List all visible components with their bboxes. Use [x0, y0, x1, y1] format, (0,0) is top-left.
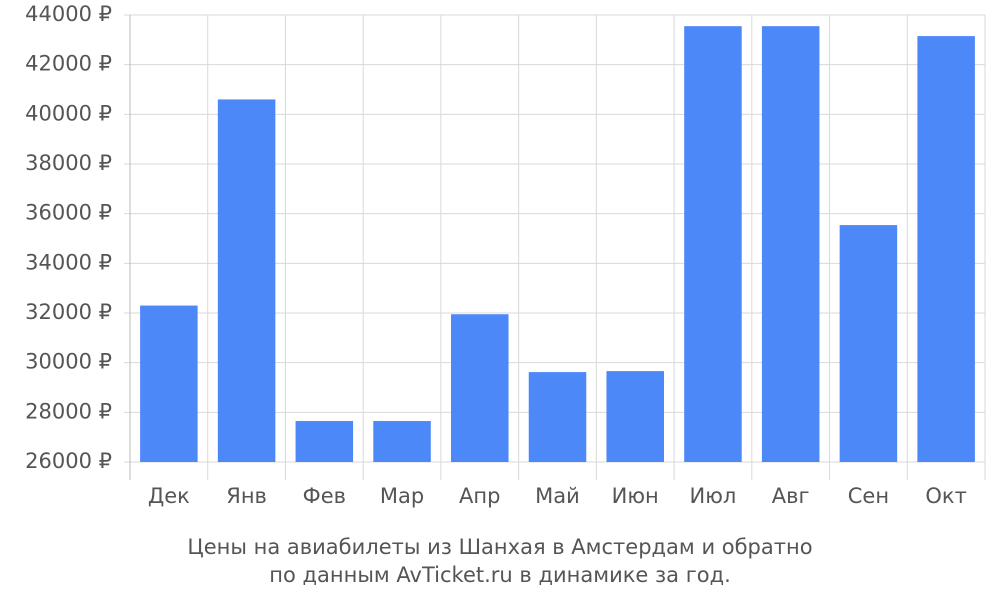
x-tick-label: Мар	[380, 484, 424, 508]
x-tick-label: Янв	[226, 484, 267, 508]
x-tick-label: Окт	[925, 484, 966, 508]
x-tick-label: Май	[535, 484, 580, 508]
chart-title: по данным AvTicket.ru в динамике за год.	[269, 563, 731, 587]
bar	[761, 26, 820, 463]
bar	[140, 305, 198, 462]
bar	[295, 421, 354, 462]
bar	[839, 225, 898, 462]
bar	[606, 371, 664, 462]
bar	[684, 26, 742, 463]
x-tick-label: Авг	[772, 484, 810, 508]
y-tick-label: 40000 ₽	[25, 101, 112, 125]
y-tick-label: 44000 ₽	[25, 2, 112, 26]
x-tick-label: Июл	[690, 484, 737, 508]
y-tick-label: 38000 ₽	[25, 151, 112, 175]
y-tick-label: 36000 ₽	[25, 201, 112, 225]
y-tick-label: 26000 ₽	[25, 449, 112, 473]
bar	[451, 314, 509, 462]
y-tick-label: 28000 ₽	[25, 399, 112, 423]
y-tick-label: 34000 ₽	[25, 250, 112, 274]
y-tick-label: 30000 ₽	[25, 350, 112, 374]
y-tick-label: 32000 ₽	[25, 300, 112, 324]
bar	[528, 372, 587, 462]
x-tick-label: Сен	[848, 484, 889, 508]
bar	[373, 421, 431, 462]
y-tick-label: 42000 ₽	[25, 52, 112, 76]
x-tick-label: Фев	[303, 484, 346, 508]
x-tick-label: Июн	[612, 484, 659, 508]
x-tick-label: Дек	[148, 484, 190, 508]
bar	[217, 99, 276, 462]
x-tick-label: Апр	[459, 484, 500, 508]
bar	[917, 36, 975, 462]
chart-title: Цены на авиабилеты из Шанхая в Амстердам…	[187, 535, 812, 559]
